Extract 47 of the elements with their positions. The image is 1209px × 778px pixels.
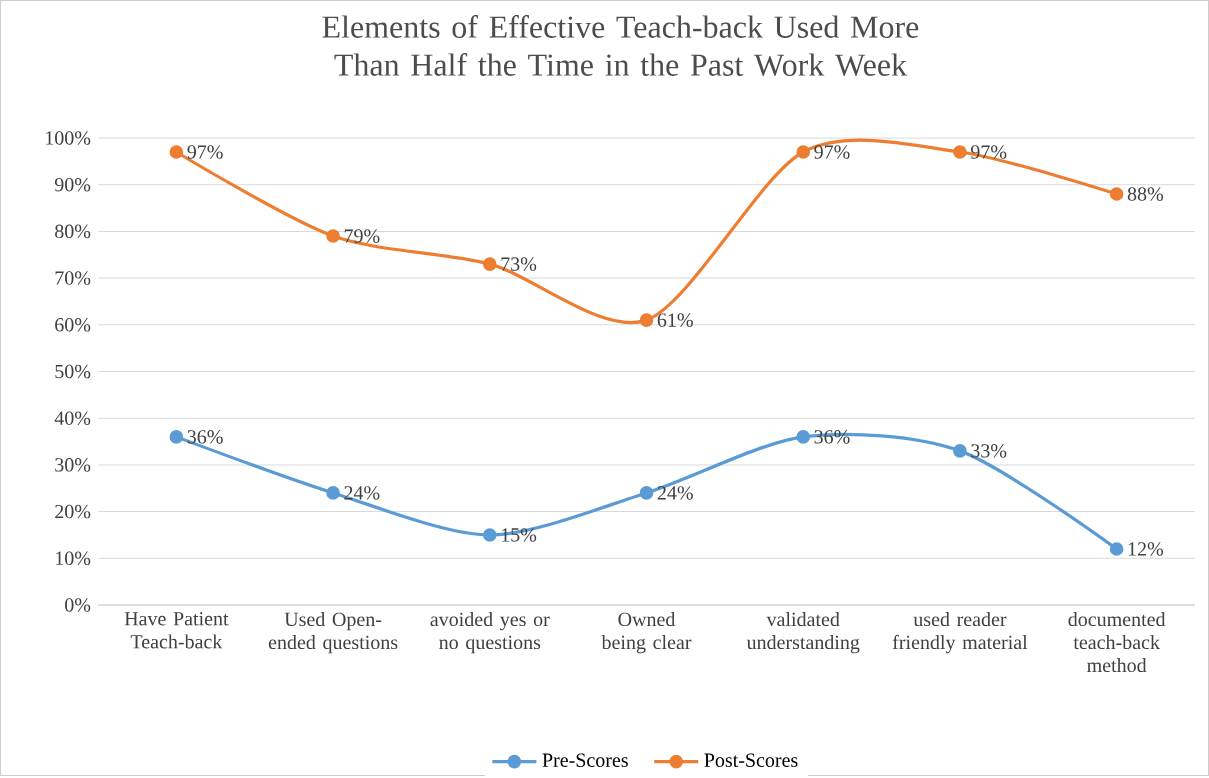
data-label: 61% <box>657 313 693 328</box>
point <box>483 528 497 542</box>
data-label: 97% <box>814 145 850 159</box>
y-tick-label: 80% <box>55 224 91 239</box>
data-label: 79% <box>344 229 380 243</box>
point <box>169 145 184 159</box>
data-label: 88% <box>1127 187 1164 201</box>
y-tick-label: 30% <box>55 458 91 472</box>
point <box>953 444 967 458</box>
point <box>639 313 654 328</box>
point <box>169 430 184 444</box>
point <box>326 486 340 500</box>
point <box>639 486 654 500</box>
legend-label: Post-Scores <box>704 753 798 768</box>
point <box>1109 542 1124 556</box>
data-label: 33% <box>971 444 1007 458</box>
point <box>326 229 340 243</box>
y-tick-label: 0% <box>65 598 91 612</box>
y-tick-label: 70% <box>55 271 91 285</box>
point <box>796 430 811 444</box>
point <box>483 257 497 272</box>
x-tick-label: Have Patient Teach-back <box>124 612 229 649</box>
x-tick-label: validated understanding <box>746 612 860 654</box>
y-tick-label: 40% <box>54 411 91 426</box>
data-label: 12% <box>1128 542 1164 556</box>
legend-label: Pre-Scores <box>542 753 628 768</box>
data-label: 24% <box>657 486 693 500</box>
x-tick-label: documented teach-back method <box>1068 612 1166 673</box>
data-label: 73% <box>501 257 537 271</box>
y-tick-label: 50% <box>55 364 91 379</box>
data-label: 97% <box>970 145 1007 159</box>
y-tick-label: 10% <box>56 551 91 566</box>
x-tick-label: used reader friendly material <box>892 612 1028 654</box>
data-label: 24% <box>344 486 380 500</box>
y-tick-label: 90% <box>54 178 91 192</box>
x-tick-label: Used Open-ended questions <box>268 612 398 654</box>
x-tick-label: avoided yes or no questions <box>430 612 550 654</box>
x-tick-label: Owned being clear <box>601 612 692 654</box>
y-tick-label: 100% <box>46 131 91 145</box>
y-tick-label: 60% <box>55 318 91 332</box>
point <box>953 145 967 159</box>
point <box>796 145 811 159</box>
data-label: 97% <box>187 145 223 159</box>
data-label: 36% <box>187 430 223 444</box>
point <box>1109 187 1124 201</box>
y-tick-label: 20% <box>55 504 91 519</box>
chart-title: Elements of Effective Teach-back Used More Than Half the Time in the Past Work Week <box>322 15 919 77</box>
